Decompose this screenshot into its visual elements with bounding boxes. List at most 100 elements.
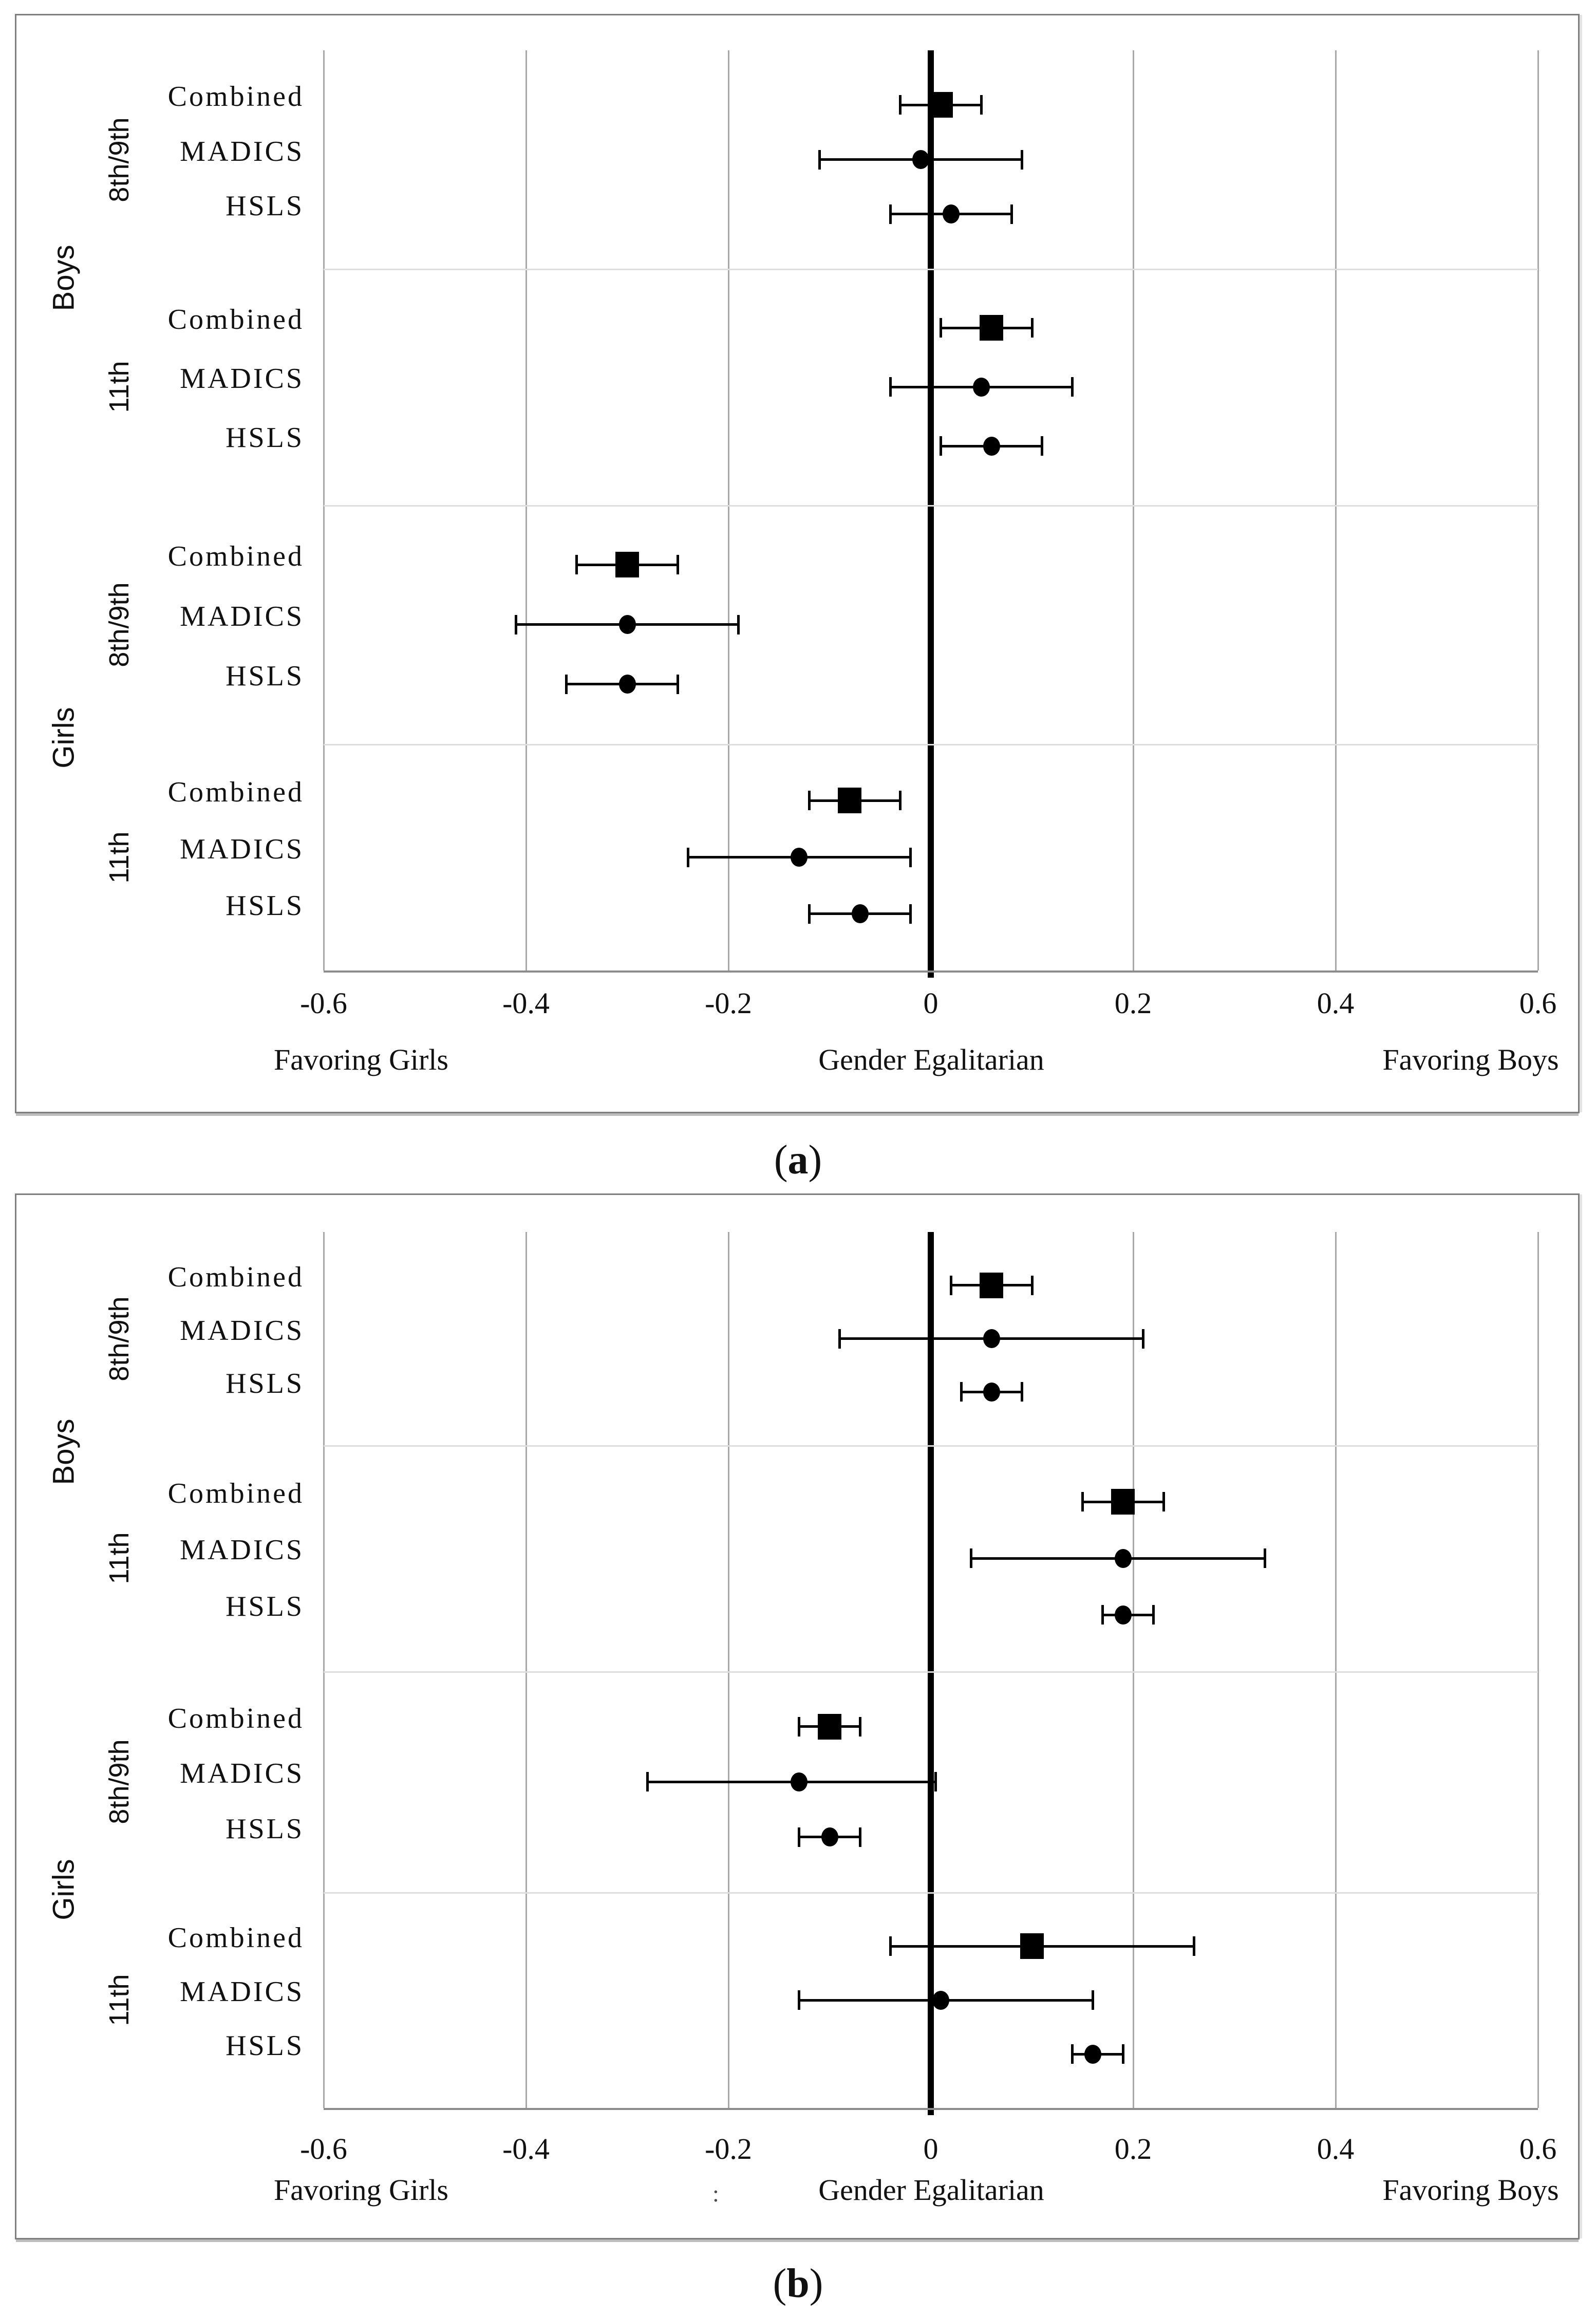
caption-open-paren: ( [774,1137,788,1183]
ci-cap-right [1010,204,1013,224]
axis-direction-label: Gender Egalitarian [818,1043,1044,1076]
caption-open-paren: ( [773,2261,787,2306]
x-axis-tick-label: -0.6 [300,2132,347,2165]
study-estimate-circle-marker [851,904,869,924]
ci-cap-left [514,614,517,634]
combined-estimate-square-marker [615,552,639,578]
x-axis-tick-label: 0.2 [1114,2132,1152,2165]
ci-cap-left [808,791,811,811]
ci-cap-right [858,1716,861,1737]
ci-cap-right [1152,1605,1155,1625]
ci-cap-right [677,674,679,694]
row-label: Combined [167,1261,304,1293]
stray-colon-mark: : [712,2180,719,2207]
row-label: MADICS [180,363,304,395]
row-label: Combined [167,81,304,113]
row-label: Combined [167,776,304,809]
x-axis-tick-label: 0.4 [1317,986,1355,1020]
ci-cap-left [1071,2044,1074,2064]
x-axis-line [324,970,1538,973]
forest-plot-panel-b: -0.6 -0.4 -0.2 0 0.2 0.4 0.6 8th/9th Combined MAD… [15,1193,1580,2239]
x-axis-tick-label: -0.4 [502,986,550,1020]
ci-cap-left [1101,1605,1104,1625]
row-label: MADICS [180,600,304,632]
caption-letter: a [787,1137,809,1183]
ci-cap-left [575,555,578,575]
row-label: HSLS [226,660,304,692]
x-axis-tick-label: -0.2 [705,986,752,1020]
row-label: HSLS [226,1813,304,1845]
x-axis-tick-label: 0.2 [1114,986,1152,1020]
ci-cap-left [818,150,821,170]
x-axis-tick-label: 0 [923,2132,938,2165]
gridline [525,50,527,970]
ci-cap-right [899,791,902,811]
x-axis-line [324,2108,1538,2110]
axis-direction-label: Favoring Girls [274,1043,448,1076]
row-label: MADICS [180,1314,304,1347]
study-estimate-circle-marker [1084,2044,1101,2064]
group-separator-line [324,269,1538,270]
caption-letter: b [786,2261,810,2306]
study-estimate-circle-marker [791,848,808,867]
ci-cap-right [737,614,740,634]
study-estimate-circle-marker [932,1990,950,2010]
gridline [1335,1232,1337,2108]
group-separator-line [324,744,1538,745]
gridline [323,1232,325,2108]
ci-cap-left [1081,1492,1084,1511]
ci-cap-left [808,904,811,924]
row-label: Combined [167,1922,304,1954]
study-estimate-circle-marker [983,1329,1000,1348]
row-label: HSLS [226,2030,304,2062]
ci-cap-right [909,904,912,924]
study-estimate-circle-marker [618,615,636,634]
ci-cap-left [565,674,568,694]
gridline [1132,50,1134,970]
ci-cap-left [949,1275,952,1295]
study-estimate-circle-marker [618,675,636,694]
ci-cap-left [889,1936,892,1956]
ci-cap-left [899,95,902,115]
combined-estimate-square-marker [980,1272,1004,1298]
ci-cap-right [980,95,983,115]
ci-cap-right [1020,150,1023,170]
x-axis-tick-label: 0 [923,986,938,1020]
gridline [1537,50,1539,970]
combined-estimate-square-marker [929,92,953,118]
ci-cap-right [934,1772,937,1791]
ci-cap-left [838,1329,841,1349]
zero-reference-line [928,1232,934,2115]
ci-cap-right [858,1827,861,1847]
x-axis-tick-label: -0.4 [502,2132,550,2165]
row-label: Combined [167,1478,304,1509]
gender-section-label: Boys [47,1418,81,1485]
gridline [525,1232,527,2108]
ci-cap-right [1020,1382,1023,1402]
study-estimate-circle-marker [1114,1548,1132,1568]
x-axis-tick-label: 0.6 [1519,2132,1557,2165]
row-label: HSLS [226,422,304,454]
row-label: MADICS [180,1976,304,2008]
row-label: MADICS [180,833,304,865]
axis-direction-label: Gender Egalitarian [818,2173,1044,2207]
ci-cap-right [1162,1492,1165,1511]
study-estimate-circle-marker [983,1382,1000,1402]
zero-reference-line [928,50,934,978]
x-axis-tick-label: -0.6 [300,986,347,1020]
caption-close-paren: ) [808,1137,822,1183]
ci-cap-right [1071,377,1074,397]
ci-cap-right [909,847,912,867]
x-axis-tick-label: 0.4 [1317,2132,1355,2165]
combined-estimate-square-marker [838,788,862,814]
axis-direction-label: Favoring Boys [1382,1043,1559,1076]
group-separator-line [324,1892,1538,1894]
group-separator-line [324,1671,1538,1673]
axis-direction-label: Favoring Boys [1382,2173,1559,2207]
panel-a-caption: (a) [0,1137,1596,1183]
ci-cap-left [646,1772,649,1791]
gridline [1335,50,1337,970]
gender-section-label: Boys [47,245,81,311]
ci-cap-right [1142,1329,1145,1349]
combined-estimate-square-marker [818,1713,841,1740]
